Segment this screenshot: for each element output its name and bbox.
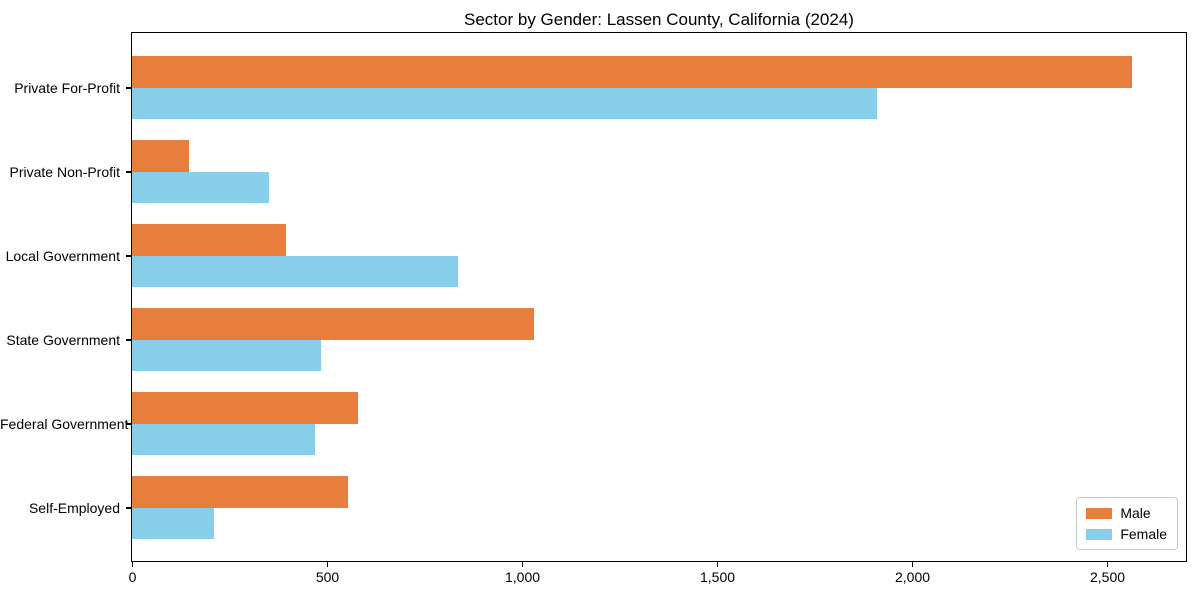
x-tick-mark (521, 562, 524, 567)
male-legend-label: Male (1120, 505, 1151, 521)
y-category-label: Self-Employed (28, 500, 120, 516)
y-tick-mark (126, 255, 131, 257)
y-tick-mark (126, 339, 131, 341)
bar-male-2 (132, 224, 287, 256)
bar-female-4 (132, 423, 316, 455)
x-tick-label: 2,000 (894, 569, 931, 585)
x-tick-mark (716, 562, 719, 567)
y-category-label: Federal Government (0, 416, 129, 432)
female-legend-swatch (1086, 528, 1113, 540)
bar-female-2 (132, 255, 458, 287)
male-legend-swatch (1086, 507, 1113, 519)
bar-female-1 (132, 171, 269, 203)
x-tick-label: 1,500 (699, 569, 736, 585)
plot-area: Male Female (131, 32, 1187, 562)
bar-male-3 (132, 308, 534, 340)
legend-item-female: Female (1086, 526, 1167, 542)
y-tick-mark (126, 423, 131, 425)
bar-female-0 (132, 87, 877, 119)
y-category-label: Private Non-Profit (9, 164, 120, 180)
x-tick-mark (911, 562, 914, 567)
x-tick-label: 500 (315, 569, 340, 585)
x-tick-mark (1106, 562, 1109, 567)
x-tick-label: 2,500 (1089, 569, 1126, 585)
legend-item-male: Male (1086, 505, 1167, 521)
y-category-label: Private For-Profit (14, 80, 120, 96)
bar-male-5 (132, 476, 349, 508)
legend: Male Female (1076, 497, 1178, 550)
chart-title: Sector by Gender: Lassen County, Califor… (464, 10, 854, 29)
bar-male-1 (132, 140, 189, 172)
bar-female-3 (132, 339, 322, 371)
x-tick-label: 0 (128, 569, 137, 585)
y-tick-mark (126, 507, 131, 509)
bar-female-5 (132, 507, 214, 539)
bar-male-4 (132, 392, 359, 424)
y-category-label: Local Government (5, 248, 120, 264)
y-tick-mark (126, 87, 131, 89)
bars-layer (132, 33, 1186, 561)
female-legend-label: Female (1120, 526, 1167, 542)
bar-male-0 (132, 56, 1133, 88)
x-tick-mark (131, 562, 134, 567)
x-tick-mark (326, 562, 329, 567)
y-tick-mark (126, 171, 131, 173)
y-category-label: State Government (6, 332, 120, 348)
x-tick-label: 1,000 (504, 569, 541, 585)
